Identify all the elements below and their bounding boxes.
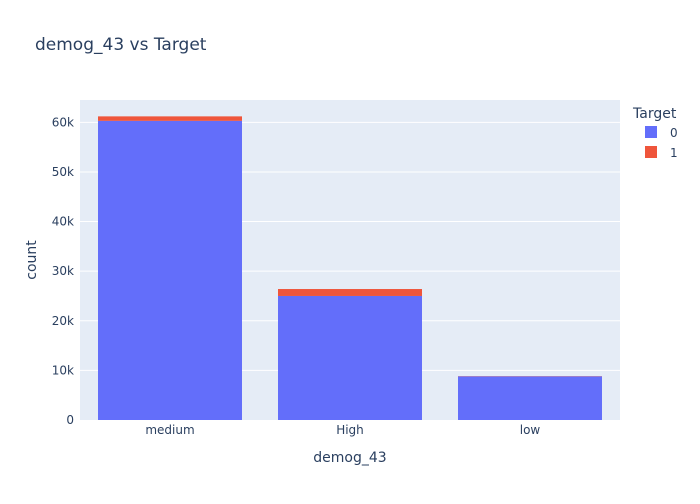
legend-label: 1 [670, 146, 678, 160]
bar-low-target-0 [458, 376, 602, 420]
y-tick-label: 10k [52, 363, 74, 377]
bar-medium-target-1 [98, 116, 242, 120]
legend-title: Target [632, 106, 677, 122]
y-axis-title: count [24, 240, 40, 280]
bar-high-target-0 [278, 296, 422, 420]
y-tick-label: 0 [66, 413, 74, 427]
bar-high-target-1 [278, 289, 422, 296]
x-tick-label: medium [145, 423, 194, 437]
x-axis-title: demog_43 [313, 450, 386, 466]
y-tick-label: 60k [52, 115, 74, 129]
legend-swatch-1 [645, 146, 657, 158]
y-tick-label: 20k [52, 314, 74, 328]
legend-label: 0 [670, 126, 678, 140]
chart-title: demog_43 vs Target [35, 35, 207, 55]
legend-swatch-0 [645, 126, 657, 138]
x-tick-label: low [520, 423, 541, 437]
x-tick-label: High [336, 423, 364, 437]
y-tick-label: 50k [52, 165, 74, 179]
y-tick-label: 40k [52, 215, 74, 229]
bar-medium-target-0 [98, 121, 242, 420]
y-tick-label: 30k [52, 264, 74, 278]
